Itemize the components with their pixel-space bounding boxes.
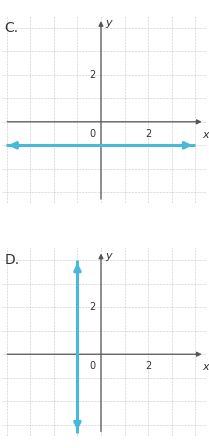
Text: 0: 0 (89, 129, 95, 139)
Text: D.: D. (4, 253, 20, 267)
Text: 2: 2 (89, 302, 95, 312)
Text: 2: 2 (145, 361, 151, 371)
Text: y: y (105, 18, 112, 28)
Text: y: y (105, 250, 112, 261)
Text: 2: 2 (89, 70, 95, 80)
Text: C.: C. (4, 21, 19, 34)
Text: 2: 2 (145, 129, 151, 139)
Text: 0: 0 (89, 361, 95, 371)
Text: x: x (203, 130, 209, 140)
Text: x: x (203, 362, 209, 372)
